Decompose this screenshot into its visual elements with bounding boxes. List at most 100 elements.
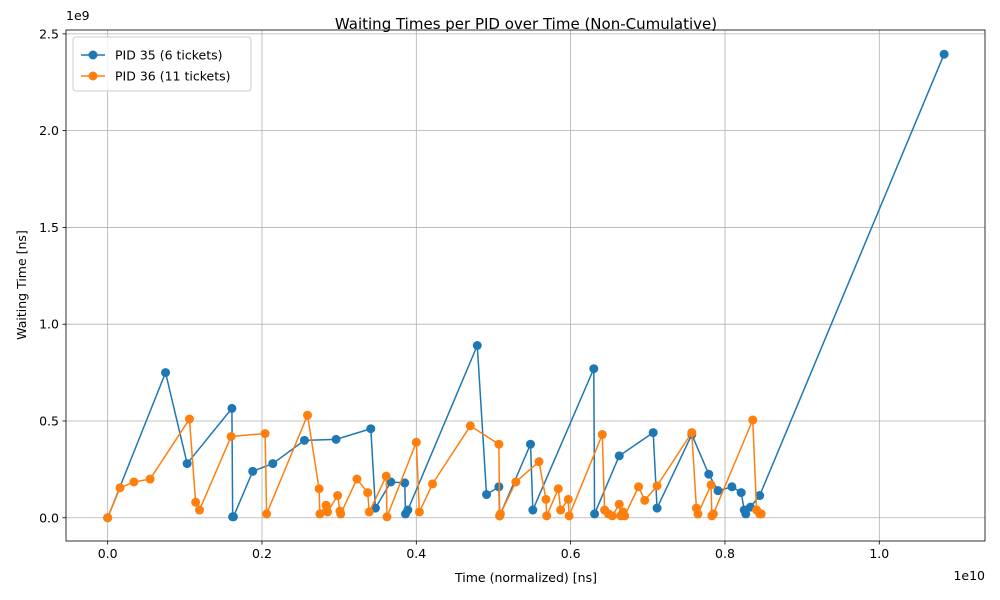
data-point [363, 488, 373, 498]
data-point [411, 437, 421, 447]
legend-label-pid-36: PID 36 (11 tickets) [115, 69, 230, 84]
data-point [428, 479, 438, 489]
data-point [403, 505, 413, 515]
data-point [115, 483, 125, 493]
data-point [321, 500, 331, 510]
data-point [693, 509, 703, 519]
legend: PID 35 (6 tickets) PID 36 (11 tickets) [72, 36, 252, 92]
x-tick-label: 0.6 [561, 546, 581, 561]
data-point [145, 474, 155, 484]
y-axis-title: Waiting Time [ns] [14, 230, 29, 340]
data-point [706, 480, 716, 490]
data-point [414, 507, 424, 517]
data-point [495, 509, 505, 519]
data-point [262, 509, 272, 519]
data-point [620, 511, 630, 521]
data-point [755, 491, 765, 501]
x-axis: 0.0 0.2 0.4 0.6 0.8 1.0 [98, 541, 889, 561]
data-point [315, 509, 325, 519]
data-point [364, 507, 374, 517]
x-exponent-label: 1e10 [953, 568, 985, 583]
legend-label-pid-35: PID 35 (6 tickets) [115, 48, 223, 63]
data-point [597, 430, 607, 440]
plot-frame [65, 29, 986, 542]
series-0 [103, 49, 949, 523]
data-point [400, 478, 410, 488]
legend-box [72, 36, 252, 92]
x-tick-label: 0.4 [406, 546, 426, 561]
data-point [541, 494, 551, 504]
x-tick-label: 1.0 [869, 546, 889, 561]
data-point [564, 511, 574, 521]
data-point [748, 415, 758, 425]
data-point [382, 512, 392, 522]
data-point [640, 495, 650, 505]
data-point [303, 410, 313, 420]
data-point [472, 341, 482, 350]
y-tick-label: 2.0 [39, 123, 59, 138]
data-point [687, 428, 697, 438]
x-tick-label: 0.8 [715, 546, 735, 561]
x-axis-title: Time (normalized) [ns] [454, 570, 597, 585]
data-point [727, 482, 737, 492]
data-point [590, 509, 600, 519]
data-point [556, 505, 566, 515]
data-point [553, 484, 563, 494]
data-point [756, 509, 766, 519]
chart-title: Waiting Times per PID over Time (Non-Cum… [335, 15, 717, 33]
series-layer [103, 49, 949, 523]
data-point [652, 481, 662, 491]
data-point [333, 491, 343, 501]
series-1 [103, 410, 766, 523]
data-point [191, 497, 201, 507]
data-point [182, 459, 192, 469]
data-point [336, 509, 346, 519]
data-point [741, 509, 751, 519]
data-point [260, 429, 270, 439]
data-point [526, 439, 536, 449]
data-point [704, 469, 714, 479]
data-point [366, 424, 376, 434]
data-point [652, 503, 662, 513]
legend-marker-pid-36 [88, 71, 98, 81]
data-point [248, 466, 258, 476]
data-point [511, 477, 521, 487]
y-tick-label: 1.0 [39, 317, 59, 332]
data-point [381, 471, 391, 481]
data-point [161, 368, 171, 378]
data-point [528, 505, 538, 515]
series-line [106, 414, 762, 519]
data-point [268, 459, 278, 469]
data-point [299, 435, 309, 445]
x-tick-label: 0.0 [98, 546, 118, 561]
data-point [939, 49, 949, 59]
y-exponent-label: 1e9 [66, 8, 90, 23]
data-point [228, 512, 238, 522]
y-axis: 0.0 0.5 1.0 1.5 2.0 2.5 [39, 26, 66, 525]
y-tick-label: 0.0 [39, 510, 59, 525]
data-point [708, 509, 718, 519]
data-point [465, 421, 475, 431]
data-point [534, 457, 544, 467]
data-point [648, 428, 658, 438]
data-point [614, 451, 624, 461]
data-point [194, 505, 204, 515]
data-point [634, 482, 644, 492]
x-tick-label: 0.2 [252, 546, 272, 561]
data-point [323, 507, 333, 517]
series-line [106, 53, 945, 519]
data-point [607, 511, 617, 521]
data-point [563, 494, 573, 504]
data-point [736, 488, 746, 498]
data-point [482, 490, 492, 500]
data-point [589, 364, 599, 374]
data-point [614, 499, 624, 509]
y-tick-label: 1.5 [39, 220, 59, 235]
data-point [129, 477, 139, 487]
data-point [226, 431, 236, 441]
data-point [352, 474, 362, 484]
data-point [314, 484, 324, 494]
data-point [184, 414, 194, 424]
data-point [542, 511, 552, 521]
